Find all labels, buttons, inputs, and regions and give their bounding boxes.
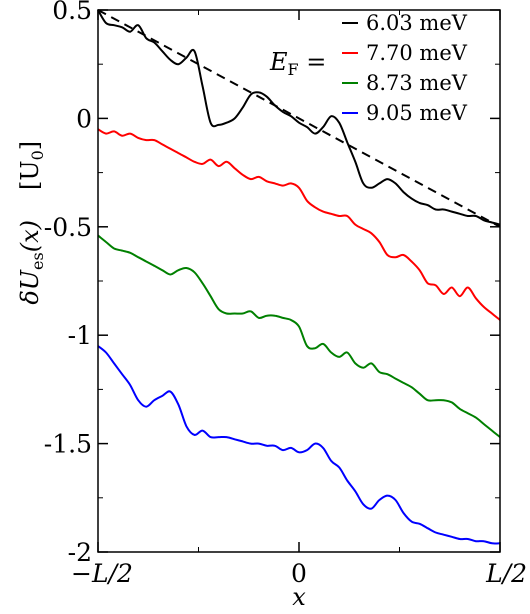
- y-tick-label: -0.5: [44, 213, 92, 242]
- series-line-2: [97, 234, 501, 438]
- series-line-1: [97, 128, 501, 321]
- y-label-arg: (x): [16, 220, 44, 252]
- legend-label: 8.73 meV: [366, 71, 468, 95]
- y-label-main: δU: [16, 269, 44, 304]
- y-tick-label: 0.5: [52, 0, 92, 25]
- legend: 6.03 meV 7.70 meV 8.73 meV 9.05 meV: [342, 11, 468, 125]
- svg-text:[U0]: [U0]: [16, 141, 47, 190]
- y-label-units-sub: 0: [28, 150, 47, 160]
- x-tick-label: 0: [291, 559, 307, 588]
- legend-label: 9.05 meV: [366, 101, 468, 125]
- y-label-units: [U: [16, 160, 44, 190]
- legend-label: 6.03 meV: [366, 11, 468, 35]
- y-tick-label: 0: [76, 104, 92, 133]
- y-label-sub: es: [28, 252, 47, 270]
- x-axis-label: x: [292, 583, 306, 611]
- legend-label: 7.70 meV: [366, 41, 468, 65]
- legend-prefix: EF =: [269, 48, 326, 79]
- ticks-layer: 0.5 0 -0.5 -1 -1.5 -2−L/2 0 L/2: [44, 0, 527, 588]
- y-tick-label: -1.5: [44, 430, 92, 459]
- series-line-0: [97, 9, 501, 226]
- y-label-units-close: ]: [16, 141, 44, 150]
- series-line-dashed-reference: [97, 9, 501, 228]
- series-line-3: [97, 345, 501, 545]
- legend-prefix-sub: F: [288, 60, 299, 79]
- y-tick-label: -2: [68, 538, 92, 567]
- y-axis-label: δUes(x) [U0]: [16, 141, 47, 305]
- legend-prefix-main: E: [269, 48, 288, 76]
- svg-text:δUes(x): δUes(x): [16, 220, 47, 305]
- legend-prefix-eq: =: [299, 48, 327, 76]
- x-tick-label: L/2: [485, 559, 527, 588]
- x-tick-label: −L/2: [71, 559, 133, 588]
- y-tick-label: -1: [68, 321, 92, 350]
- series-layer: [97, 9, 501, 545]
